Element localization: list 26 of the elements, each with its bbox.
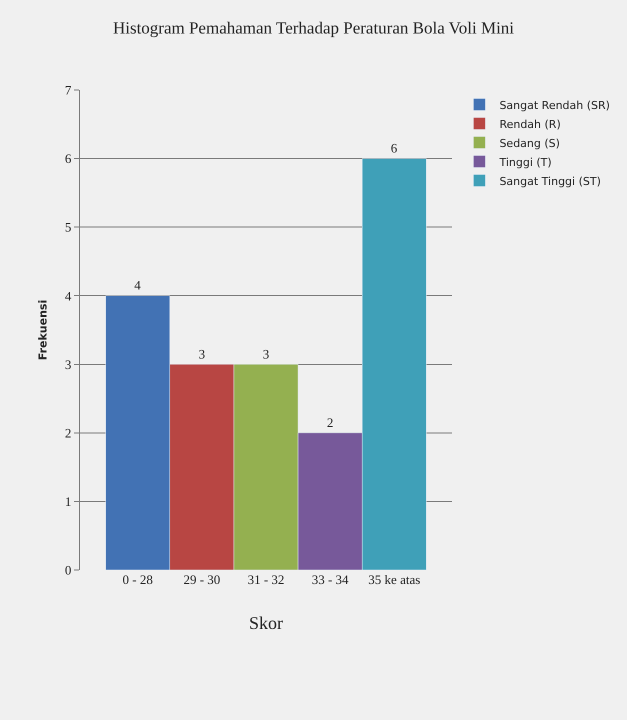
x-tick-label: 0 - 28: [122, 572, 153, 587]
y-tick-label: 0: [64, 562, 72, 578]
y-axis-title: Frekuensi: [36, 300, 50, 360]
legend-label: Sedang (S): [499, 136, 560, 150]
y-tick-label: 6: [64, 151, 72, 166]
legend-label: Sangat Rendah (SR): [499, 98, 610, 112]
legend-label: Tinggi (T): [498, 156, 552, 169]
y-tick-label: 2: [64, 425, 72, 440]
data-label: 3: [198, 346, 206, 362]
x-axis-title: Skor: [248, 613, 284, 634]
x-tick-label: 35 ke atas: [368, 572, 420, 587]
y-tick-label: 4: [64, 288, 72, 304]
legend-label: Rendah (R): [499, 118, 561, 131]
x-tick-label: 33 - 34: [312, 572, 350, 587]
legend-label: Sangat Tinggi (ST): [499, 174, 601, 188]
y-tick-label: 7: [64, 82, 72, 98]
data-label: 3: [262, 346, 270, 362]
x-tick-label: 29 - 30: [183, 572, 220, 587]
x-tick-label: 31 - 32: [248, 572, 284, 587]
data-label: 4: [134, 278, 142, 293]
y-tick-label: 1: [64, 494, 72, 509]
data-label: 6: [390, 140, 398, 156]
data-label: 2: [326, 414, 334, 430]
chart-title: Histogram Pemahaman Terhadap Peraturan Bola Voli Mini: [112, 18, 514, 38]
y-tick-label: 5: [64, 220, 72, 235]
y-tick-label: 3: [64, 356, 72, 372]
